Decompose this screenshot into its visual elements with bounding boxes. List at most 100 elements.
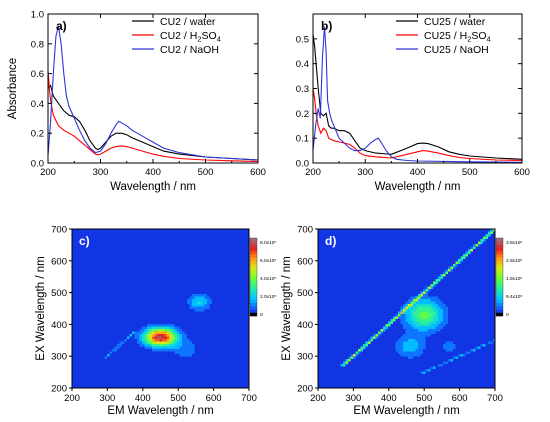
heatmap-cell [423,319,426,322]
heatmap-cell [400,354,404,357]
heatmap-cell [415,336,419,340]
heatmap-cell [202,304,205,307]
y-tick-label: 0.8 [31,39,44,50]
heatmap-cell [144,339,148,342]
heatmap-cell [438,311,441,315]
heatmap-cell [410,309,414,312]
heatmap-cell [368,341,371,345]
heatmap-cell [410,301,414,305]
heatmap-cell [159,349,163,352]
heatmap-cell [405,346,409,350]
heatmap-cell [418,346,421,350]
heatmap-cell [204,296,208,300]
heatmap-cell [408,344,411,347]
heatmap-cell [413,354,416,357]
colorbar-segment [250,257,257,262]
heatmap-cell [413,324,416,327]
heatmap-cell [395,316,399,320]
heatmap-cell [428,321,431,325]
series-line-2 [312,88,523,162]
heatmap-cell [187,351,190,355]
heatmap-cell [182,336,185,340]
heatmap-cell [179,336,183,340]
heatmap-cell [400,314,404,317]
heatmap-cell [403,351,406,355]
legend-text-part: CU2 / water [160,16,216,28]
heatmap-cell [413,304,416,307]
heatmap-cell [443,316,446,320]
heatmap-cell [453,346,456,350]
y-tick-label: 700 [297,225,313,236]
colorbar-label: 2.8x10⁶ [506,258,522,264]
heatmap-cell [157,329,160,332]
heatmap-cell [403,326,406,330]
heatmap-cell [430,326,434,330]
x-tick-label: 300 [357,167,373,178]
heatmap-cell [428,304,431,307]
heatmap-cell [197,296,200,300]
heatmap-cell [174,331,178,335]
heatmap-cell [438,301,441,305]
panel-label: a) [56,19,67,33]
heatmap-cell [177,326,180,330]
heatmap-cell [147,329,150,332]
heatmap-cell [420,294,424,297]
heatmap-cell [443,271,446,275]
x-tick-label: 500 [198,167,214,178]
heatmap-cell [114,346,118,350]
heatmap-cell [423,371,426,375]
heatmap-cell [159,334,163,337]
heatmap-cell [152,349,155,352]
legend-entry: CU25 / water [424,16,486,28]
heatmap-cell [415,334,419,337]
heatmap-cells [318,229,496,388]
heatmap-cell [172,346,175,350]
heatmap-cell [405,344,409,347]
heatmap-cell [420,299,424,302]
heatmap-cell [418,321,421,325]
heatmap-cell [433,304,436,307]
heatmap-cell [425,329,429,332]
heatmap-cell [159,339,163,342]
heatmap-cell [197,294,200,297]
x-axis-label: Wavelength / nm [375,181,461,193]
heatmap-cell [413,339,416,342]
heatmap-cell [438,364,441,367]
heatmap-cell [142,339,145,342]
legend-text-part: 2 [467,35,471,44]
heatmap-cell [172,329,175,332]
line-chart-1: 200 300 400 500 600 0.0 0.1 0.2 0.3 0.4 0.5 b) Wavel… [296,13,530,193]
heatmap-cell [403,306,406,310]
line-chart-0: 200 300 400 500 600 0.0 0.2 0.4 0.6 0.8 1.0 a) Wavel… [7,10,266,194]
heatmap-cell [440,314,444,317]
heatmap-cell [164,344,168,347]
heatmap-cell [395,349,399,352]
heatmap-cell [410,304,414,307]
heatmap-cell [207,304,210,307]
heatmap-cell [179,329,183,332]
heatmap-cell [164,331,168,335]
heatmap-cell [149,344,153,347]
heatmap-cell [172,324,175,327]
x-axis-label: EM Wavelength / nm [107,405,213,417]
heatmap-cell [410,296,414,300]
heatmap-cell [445,361,449,365]
heatmap-cell [403,341,406,345]
heatmap-cell [403,324,406,327]
heatmap-cell [408,331,411,335]
colorbar-segment [250,273,257,278]
x-axis-label: EM Wavelength / nm [353,405,459,417]
x-tick-label: 200 [40,167,56,178]
heatmap-cell [187,299,190,302]
colorbar-label: 0 [260,312,263,318]
heatmap-cell [443,319,446,322]
heatmap-cell [169,349,173,352]
y-tick-label: 200 [297,384,313,395]
heatmap-cell [192,296,195,300]
heatmap-cell [152,324,155,327]
heatmap-cell [204,306,208,310]
heatmap-cell [445,311,449,315]
heatmap-cell [413,309,416,312]
heatmap-cell [157,334,160,337]
heatmap-cell [139,344,143,347]
